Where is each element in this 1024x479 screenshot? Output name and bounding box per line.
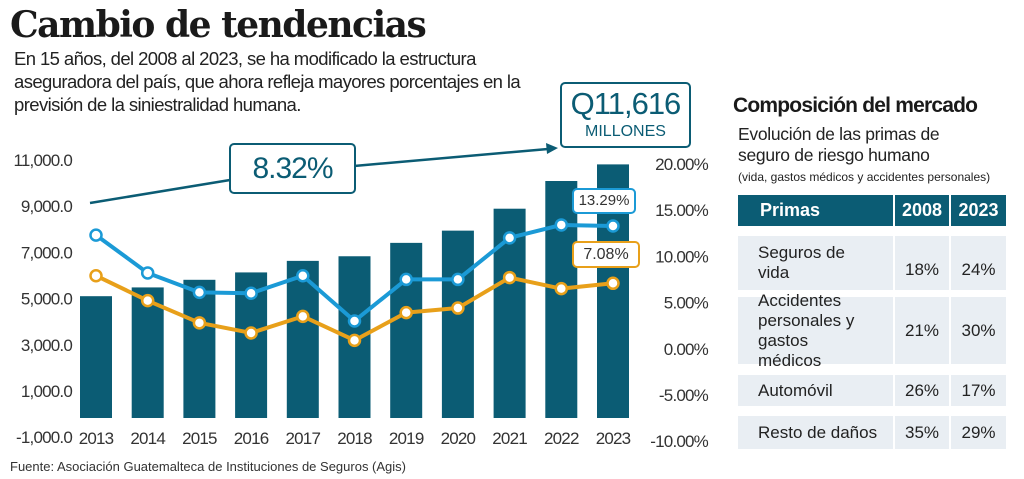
right-tick-label: 15.00%: [655, 201, 709, 220]
x-tick-label: 2021: [492, 429, 527, 448]
left-tick-label: 7,000.0: [21, 243, 72, 262]
left-tick-label: -1,000.0: [16, 428, 72, 447]
series-point-1-2015: [192, 316, 207, 330]
right-tick-label: 5.00%: [664, 294, 709, 313]
x-tick-label: 2014: [130, 429, 165, 448]
bar-2014: [131, 287, 164, 418]
header-2023: 2023: [951, 195, 1006, 226]
series-point-1-2022: [554, 281, 569, 296]
blue-last-label: 13.29%: [572, 188, 636, 214]
bar-2022: [545, 181, 578, 418]
row-label: Automóvil: [738, 375, 893, 406]
series-point-0-2017: [296, 268, 310, 283]
series-point-1-2016: [244, 326, 258, 340]
left-tick-label: 11,000.0: [13, 151, 72, 170]
right-tick-label: 20.00%: [655, 155, 709, 174]
total-callout: Q11,616 MILLONES: [560, 82, 691, 148]
cell-2008: 18%: [895, 236, 949, 290]
x-tick-label: 2023: [596, 429, 631, 448]
series-point-0-2022: [554, 218, 569, 232]
cell-2023: 30%: [951, 297, 1006, 364]
cell-2008: 26%: [895, 375, 949, 406]
cell-2023: 29%: [951, 416, 1006, 449]
series-point-1-2017: [296, 309, 310, 324]
series-point-1-2021: [502, 270, 517, 285]
market-subtitle: Evolución de las primas de seguro de rie…: [738, 124, 940, 165]
series-point-1-2019: [399, 305, 413, 320]
combo-chart: 2013 2014 2015 2016 2017 2018 2019 2020 2021 2022…: [13, 143, 709, 451]
series-point-1-2023: [606, 276, 620, 291]
bar-2020: [441, 230, 474, 418]
bar-2019: [390, 242, 423, 418]
cell-2008: 35%: [895, 416, 949, 449]
x-tick-label: 2020: [441, 429, 476, 448]
header-2008: 2008: [895, 195, 949, 226]
series-point-0-2014: [140, 266, 155, 280]
right-tick-label: -10.00%: [650, 432, 708, 451]
left-tick-label: 9,000.0: [21, 197, 72, 216]
total-unit: MILLONES: [585, 123, 666, 140]
series-point-0-2019: [399, 272, 413, 287]
source-note: Fuente: Asociación Guatemalteca de Insti…: [10, 459, 406, 474]
page-title: Cambio de tendencias: [10, 4, 427, 46]
cell-2008: 21%: [895, 297, 949, 364]
x-tick-label: 2013: [79, 429, 114, 448]
series-point-0-2015: [192, 285, 207, 300]
market-title: Composición del mercado: [733, 94, 978, 117]
x-tick-label: 2015: [182, 429, 217, 448]
x-tick-label: 2017: [285, 429, 320, 448]
series-point-0-2021: [502, 231, 517, 245]
right-tick-label: 10.00%: [655, 247, 709, 266]
left-tick-label: 1,000.0: [21, 382, 72, 401]
series-point-0-2013: [89, 228, 103, 242]
callout-arrow: [89, 143, 558, 205]
cell-2023: 24%: [951, 236, 1006, 290]
intro-text: En 15 años, del 2008 al 2023, se ha modi…: [14, 48, 521, 115]
series-point-0-2023: [606, 219, 620, 233]
x-tick-label: 2016: [234, 429, 269, 448]
left-tick-label: 5,000.0: [21, 290, 72, 309]
series-point-1-2013: [89, 268, 103, 283]
right-tick-label: -5.00%: [659, 386, 709, 405]
series-point-0-2016: [244, 286, 258, 301]
right-tick-label: 0.00%: [664, 340, 709, 359]
series-point-1-2018: [347, 333, 362, 348]
series-point-0-2018: [347, 314, 362, 328]
x-tick-label: 2018: [337, 429, 372, 448]
bar-2015: [183, 279, 216, 418]
orange-last-label: 7.08%: [572, 241, 640, 268]
x-tick-label: 2019: [389, 429, 424, 448]
bar-2013: [80, 296, 112, 418]
series-point-0-2020: [451, 272, 465, 287]
cell-2023: 17%: [951, 375, 1006, 406]
left-tick-label: 3,000.0: [21, 336, 72, 355]
total-value: Q11,616: [570, 86, 682, 121]
row-label: Resto de daños: [738, 416, 893, 449]
series-point-1-2014: [140, 293, 155, 308]
header-primas: Primas: [738, 195, 893, 226]
series-point-1-2020: [451, 301, 465, 315]
x-tick-label: 2022: [544, 429, 579, 448]
market-note: (vida, gastos médicos y accidentes perso…: [738, 170, 991, 184]
growth-callout: 8.32%: [229, 143, 356, 194]
row-label: Seguros de vida: [758, 243, 845, 282]
row-label: Accidentes personales y gastos médicos: [738, 291, 893, 370]
